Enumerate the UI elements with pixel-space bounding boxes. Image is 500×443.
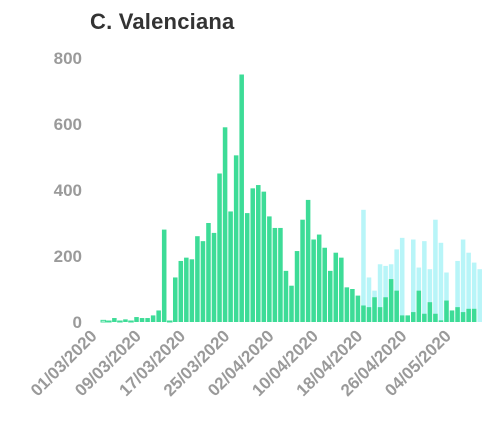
bar-series-2 [411,239,416,322]
bar-series-1 [294,251,300,322]
bar-series-1 [239,74,244,322]
bar-series-1 [405,315,411,322]
bar-series-1 [350,289,355,322]
y-tick-label: 400 [54,181,82,200]
bar-series-1 [278,227,283,322]
bar-series-1 [327,270,333,322]
bar-series-1 [438,320,444,322]
bar-series-1 [460,312,466,322]
bar-series-1 [316,234,322,322]
bar-series-1 [383,297,388,322]
bar-series-1 [366,307,372,322]
bar-series-1 [178,260,184,322]
bar-series-1 [449,310,455,322]
bar-series-2 [444,272,449,322]
bar-series-2 [455,260,460,322]
bar-series-1 [427,302,433,322]
bar-series-1 [444,300,449,322]
bar-series-2 [366,277,372,322]
bar-series-1 [150,315,156,322]
bar-series-1 [261,191,267,322]
y-tick-label: 200 [54,247,82,266]
bar-series-1 [145,318,150,322]
bar-series-1 [172,277,178,322]
bar-series-1 [471,308,477,322]
bar-series-1 [189,259,195,322]
bar-series-2 [377,264,383,322]
bar-series-1 [399,315,405,322]
bar-series-1 [139,318,145,322]
bar-series-2 [460,239,466,322]
bar-series-1 [394,290,399,322]
bar-series-1 [161,229,167,322]
bar-series-1 [256,185,261,322]
bar-series-2 [433,219,438,322]
bar-series-2 [477,269,482,322]
bar-series-1 [466,308,471,322]
bar-series-2 [422,241,427,322]
bar-series-1 [267,216,272,322]
bar-series-2 [438,242,444,322]
bar-series-1 [411,312,416,322]
bar-series-1 [322,247,327,322]
bar-series-1 [195,236,200,322]
bar-series-1 [233,155,239,322]
bar-series-1 [244,213,250,322]
bar-series-1 [117,320,123,323]
bar-series-1 [377,307,383,322]
bar-series-1 [166,320,173,323]
bar-series-1 [305,199,311,322]
bar-series-1 [422,313,427,322]
bar-series-1 [283,270,289,322]
bar-series-1 [100,319,107,323]
bar-series-1 [372,297,377,322]
bar-series-1 [344,287,350,322]
y-tick-label: 0 [73,313,82,332]
bar-series-1 [217,173,222,322]
y-axis: 0 200 400 600 800 [54,49,82,332]
bar-series-1 [339,257,344,322]
bar-series-1 [272,227,278,322]
bar-series-1 [211,232,217,322]
bar-series-2 [383,265,388,322]
bar-series-1 [106,320,112,323]
bar-series-1 [289,285,294,322]
bar-series-1 [184,257,189,322]
bars-layer-back [361,209,482,322]
bar-series-2 [394,249,399,322]
bar-series-1 [311,239,316,322]
bar-series-1 [128,320,134,323]
bar-series-1 [134,317,139,322]
bar-series-2 [471,262,477,322]
bar-series-1 [123,319,128,322]
bar-series-1 [250,188,256,322]
bar-series-1 [222,127,228,322]
bar-series-1 [112,318,117,322]
bar-series-2 [466,252,471,322]
bar-series-1 [455,307,460,322]
bar-series-1 [156,310,161,322]
y-tick-label: 600 [54,115,82,134]
x-axis: 01/03/202009/03/202017/03/202025/03/2020… [27,326,455,400]
bar-series-1 [388,279,394,322]
bar-series-1 [200,241,206,322]
y-tick-label: 800 [54,49,82,68]
bar-series-1 [355,295,361,322]
chart-title: C. Valenciana [90,9,235,34]
bars-layer-front [100,74,477,323]
bar-series-2 [361,209,366,322]
bar-series-1 [228,211,233,322]
bar-series-2 [399,237,405,322]
bar-series-1 [206,223,211,322]
bar-series-1 [361,305,366,322]
bar-series-1 [433,313,438,322]
bar-series-2 [427,269,433,322]
bar-series-1 [333,252,339,322]
bar-series-1 [300,219,305,322]
bar-series-1 [416,290,422,322]
